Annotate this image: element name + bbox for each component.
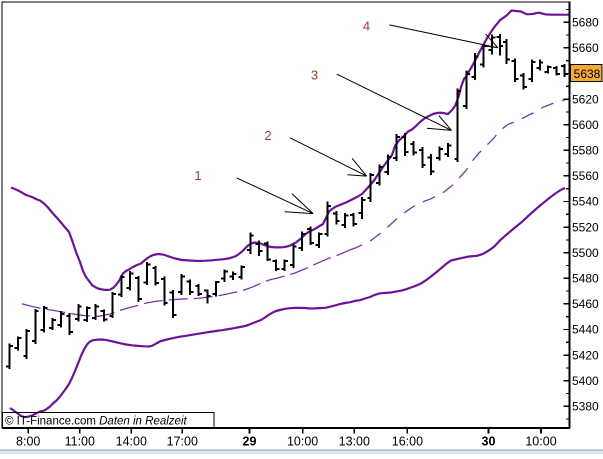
svg-text:30: 30 (482, 435, 496, 449)
svg-text:5540: 5540 (572, 195, 599, 209)
svg-text:5600: 5600 (572, 118, 599, 132)
svg-text:5560: 5560 (572, 169, 599, 183)
svg-text:4: 4 (363, 19, 370, 34)
svg-text:14:00: 14:00 (116, 435, 147, 449)
svg-text:3: 3 (311, 68, 318, 83)
svg-text:5500: 5500 (572, 246, 599, 260)
svg-text:29: 29 (243, 435, 257, 449)
svg-text:© IT-Finance.com Daten in Real: © IT-Finance.com Daten in Realzeit (5, 416, 188, 428)
svg-text:1: 1 (194, 168, 201, 183)
svg-text:13:00: 13:00 (339, 435, 370, 449)
svg-text:10:00: 10:00 (287, 435, 318, 449)
svg-text:10:00: 10:00 (525, 435, 556, 449)
svg-text:2: 2 (264, 128, 271, 143)
svg-text:5660: 5660 (572, 41, 599, 55)
svg-text:5420: 5420 (572, 348, 599, 362)
svg-text:5580: 5580 (572, 144, 599, 158)
svg-text:16:00: 16:00 (392, 435, 423, 449)
svg-text:17:00: 17:00 (167, 435, 198, 449)
svg-text:5460: 5460 (572, 297, 599, 311)
svg-text:11:00: 11:00 (65, 435, 95, 449)
svg-text:5380: 5380 (572, 400, 599, 414)
svg-text:5520: 5520 (572, 220, 599, 234)
svg-text:5400: 5400 (572, 374, 599, 388)
svg-text:5638: 5638 (574, 67, 601, 81)
svg-text:5620: 5620 (572, 92, 599, 106)
svg-text:5680: 5680 (572, 16, 599, 30)
svg-text:5480: 5480 (572, 272, 599, 286)
svg-text:5440: 5440 (572, 323, 599, 337)
svg-text:8:00: 8:00 (16, 435, 40, 449)
